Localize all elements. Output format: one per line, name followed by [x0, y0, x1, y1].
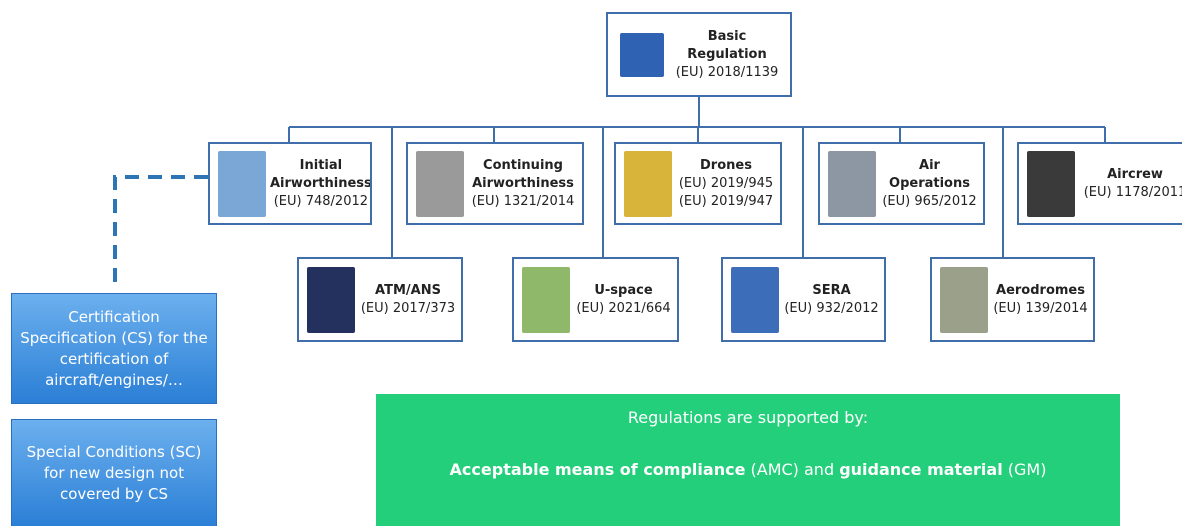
support-box: Regulations are supported by: Acceptable… [376, 394, 1120, 526]
node-code: (EU) 1178/2011 [1083, 184, 1182, 200]
node-code: (EU) 965/2012 [882, 193, 977, 209]
regulation-box: Continuing Airworthiness (EU) 1321/2014 [406, 142, 584, 225]
support-text: Acceptable means of compliance (AMC) and… [376, 460, 1120, 479]
regulation-box: Aircrew (EU) 1178/2011 [1017, 142, 1182, 225]
dashed-link [113, 175, 208, 290]
side-box: Special Conditions (SC) for new design n… [11, 419, 217, 526]
regulation-box: Aerodromes (EU) 139/2014 [930, 257, 1095, 342]
icon [307, 266, 355, 333]
node-text: Continuing Airworthiness (EU) 1321/2014 [464, 157, 582, 211]
icon [624, 150, 672, 217]
node-title: Aerodromes [996, 282, 1085, 298]
node-text: SERA (EU) 932/2012 [779, 282, 884, 318]
regulation-box: Drones (EU) 2019/945 (EU) 2019/947 [614, 142, 782, 225]
node-text: Air Operations (EU) 965/2012 [876, 157, 983, 211]
regulation-box: Basic Regulation (EU) 2018/1139 [606, 12, 792, 97]
node-title: SERA [812, 282, 851, 298]
node-code: (EU) 1321/2014 [471, 193, 575, 209]
text: (GM) [1002, 460, 1047, 479]
icon [731, 266, 779, 333]
node-title: Continuing Airworthiness [472, 157, 574, 191]
node-title: Aircrew [1107, 166, 1163, 182]
bold-term: Acceptable means of compliance [449, 460, 746, 479]
icon [522, 266, 570, 333]
node-text: ATM/ANS (EU) 2017/373 [355, 282, 461, 318]
node-text: Aircrew (EU) 1178/2011 [1075, 166, 1182, 202]
node-code: (EU) 748/2012 [273, 193, 369, 209]
icon [828, 150, 876, 217]
icon [940, 266, 988, 333]
node-code: (EU) 932/2012 [784, 300, 879, 316]
bold-term: guidance material [839, 460, 1003, 479]
node-title: Initial Airworthiness [270, 157, 372, 191]
regulation-box: ATM/ANS (EU) 2017/373 [297, 257, 463, 342]
node-text: Aerodromes (EU) 139/2014 [988, 282, 1093, 318]
support-heading: Regulations are supported by: [627, 408, 869, 427]
node-title: Basic Regulation [687, 28, 767, 62]
node-code: (EU) 2017/373 [360, 300, 456, 316]
icon [218, 150, 266, 217]
node-title: ATM/ANS [375, 282, 441, 298]
node-code: (EU) 2018/1139 [675, 64, 779, 80]
node-code: (EU) 2019/947 [678, 193, 774, 209]
node-code: (EU) 139/2014 [993, 300, 1088, 316]
icon [1027, 150, 1075, 217]
regulation-box: Air Operations (EU) 965/2012 [818, 142, 985, 225]
icon [620, 32, 664, 77]
node-text: Initial Airworthiness (EU) 748/2012 [266, 157, 372, 211]
regulation-box: U-space (EU) 2021/664 [512, 257, 679, 342]
node-title: Air Operations [889, 157, 970, 191]
node-title: Drones [700, 157, 752, 173]
icon [416, 150, 464, 217]
node-code: (EU) 2021/664 [576, 300, 671, 316]
node-code: (EU) 2019/945 [678, 175, 774, 191]
regulation-box: SERA (EU) 932/2012 [721, 257, 886, 342]
side-box: Certification Specification (CS) for the… [11, 293, 217, 404]
node-text: U-space (EU) 2021/664 [570, 282, 677, 318]
node-text: Drones (EU) 2019/945 (EU) 2019/947 [672, 157, 780, 211]
node-text: Basic Regulation (EU) 2018/1139 [664, 28, 790, 82]
text: (AMC) and [745, 460, 840, 479]
regulation-box: Initial Airworthiness (EU) 748/2012 [208, 142, 372, 225]
node-title: U-space [594, 282, 653, 298]
